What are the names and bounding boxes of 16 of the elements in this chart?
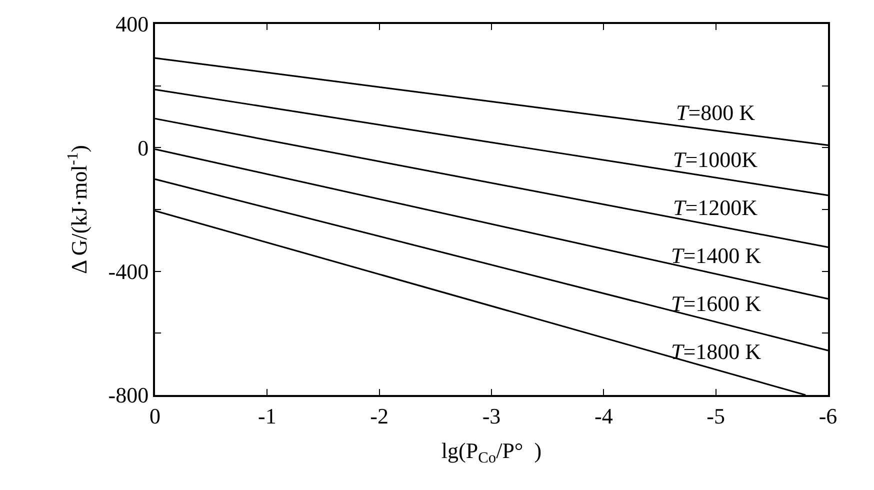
y-tick-label: 400 [116,12,149,37]
y-tick-label: -400 [108,259,149,284]
x-tick-label: -2 [370,403,388,428]
series-label: T=800 K [676,100,756,125]
x-tick-label: -1 [258,403,276,428]
x-tick-label: -5 [706,403,725,428]
series-label: T=1400 K [671,243,762,268]
series-label: T=1200K [673,195,758,220]
series-label: T=1600 K [671,291,762,316]
series-label: T=1000K [673,147,758,172]
x-tick-label: -6 [818,403,838,428]
y-tick-label: -800 [108,382,149,408]
x-tick-label: -3 [482,403,501,428]
x-tick-label: -4 [594,403,613,428]
y-tick-label: 0 [138,135,149,160]
x-axis-title: lg(P$_{Co}$/P° ) [441,438,542,466]
